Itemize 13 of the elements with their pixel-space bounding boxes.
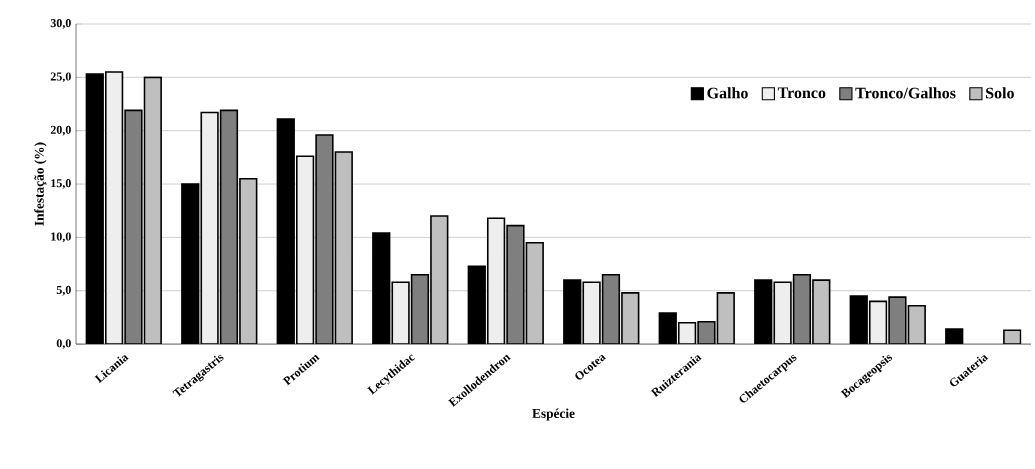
legend-label: Solo [986, 86, 1014, 99]
x-axis-title: Espécie [532, 408, 575, 421]
y-tick-label: 25,0 [50, 72, 71, 83]
y-axis-title: Infestação (%) [34, 142, 47, 226]
y-tick-label: 5,0 [56, 285, 71, 296]
y-tick-label: 30,0 [50, 18, 71, 29]
y-tick-label: 0,0 [56, 338, 71, 349]
legend-label: Tronco/Galhos [855, 86, 956, 99]
legend-label: Galho [707, 86, 748, 99]
legend-label: Tronco [777, 87, 826, 98]
y-tick-label: 10,0 [51, 232, 71, 243]
y-tick-label: 15,0 [51, 178, 71, 189]
y-tick-label: 20,0 [50, 125, 71, 136]
